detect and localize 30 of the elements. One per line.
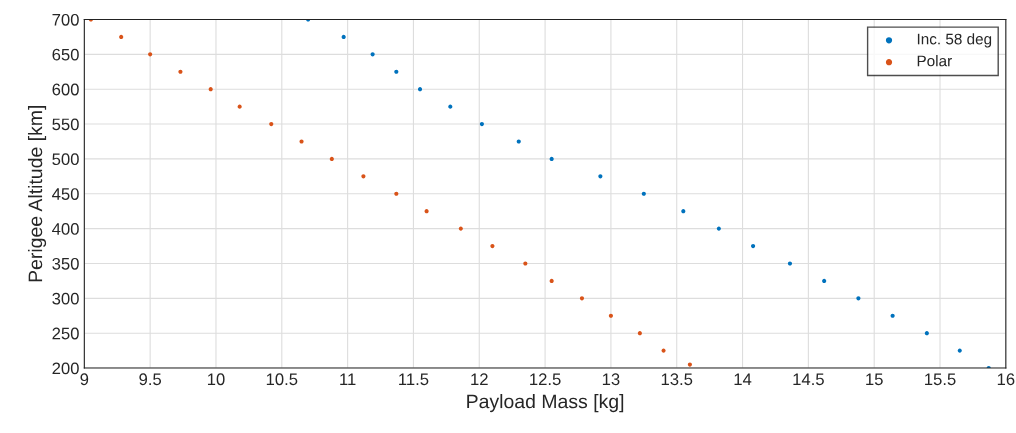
y-tick-label: 550 <box>52 118 79 131</box>
y-axis-title: Perigee Altitude [km] <box>27 105 47 282</box>
y-tick-label: 450 <box>52 188 79 200</box>
x-tick-label: 10.5 <box>266 373 298 386</box>
x-tick-label: 11 <box>340 373 356 385</box>
y-tick-label: 350 <box>52 257 79 270</box>
x-tick-label: 12 <box>471 373 488 385</box>
y-tick-label: 200 <box>52 362 79 375</box>
x-tick-label: 10 <box>207 373 225 386</box>
y-tick-label: 600 <box>52 83 79 96</box>
x-tick-label: 12.5 <box>530 373 561 386</box>
y-tick-label: 650 <box>52 48 79 61</box>
x-tick-label: 9.5 <box>139 373 162 386</box>
x-tick-label: 9 <box>80 373 89 386</box>
x-tick-label: 15 <box>866 373 883 386</box>
x-tick-label: 14.5 <box>793 373 824 386</box>
x-tick-label: 15.5 <box>925 373 956 386</box>
legend-label: Polar <box>917 55 952 67</box>
y-tick-label: 250 <box>52 327 79 340</box>
y-tick-label: 400 <box>52 223 79 235</box>
y-tick-label: 300 <box>52 292 79 305</box>
x-tick-label: 16 <box>997 373 1015 386</box>
x-tick-label: 11.5 <box>399 373 429 386</box>
x-tick-label: 14 <box>734 373 752 385</box>
legend-label: Inc. 58 deg <box>917 33 992 48</box>
x-axis-title: Payload Mass [kg] <box>467 394 624 413</box>
y-tick-label: 700 <box>52 13 79 26</box>
x-tick-label: 13.5 <box>661 373 693 386</box>
y-tick-label: 500 <box>52 153 79 166</box>
x-tick-label: 13 <box>602 373 620 386</box>
